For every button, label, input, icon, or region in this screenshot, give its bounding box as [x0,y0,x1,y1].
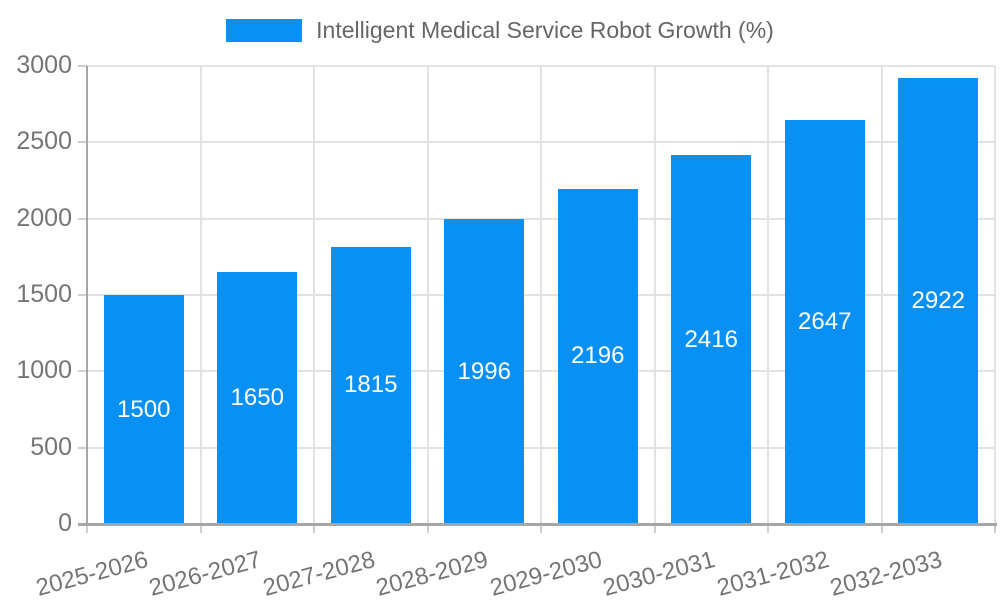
bar [557,188,638,524]
x-tick-mark [426,524,429,533]
x-grid-line [767,66,769,524]
y-tick-mark [78,217,87,220]
bar-value-label: 1815 [344,371,398,399]
bar [330,246,411,524]
y-tick-mark [78,65,87,67]
bar [784,119,865,524]
bar-value-label: 2922 [911,286,965,314]
legend-label: Intelligent Medical Service Robot Growth… [316,17,774,43]
y-tick-label: 2000 [16,203,72,232]
y-tick-mark [78,141,87,144]
bar-value-label: 2647 [798,307,852,335]
y-tick-mark [78,370,87,373]
x-grid-line [199,66,202,524]
bar-value-label: 1650 [230,384,284,412]
y-tick-label: 1500 [16,280,72,308]
legend-swatch [226,19,303,42]
x-grid-line [653,66,656,524]
chart-legend: Intelligent Medical Service Robot Growth… [0,17,1000,44]
y-tick-label: 1000 [16,356,72,385]
bar-value-label: 1996 [457,357,511,385]
bar-value-label: 2416 [684,325,738,353]
x-grid-line [540,66,542,524]
bar [898,77,979,524]
bar-value-label: 2196 [571,342,625,370]
x-grid-line [313,66,315,524]
x-tick-mark [994,524,996,533]
x-tick-mark [540,524,542,533]
y-tick-mark [78,446,87,449]
x-tick-mark [199,524,202,533]
bar [217,272,298,524]
bar-value-label: 1500 [117,395,171,423]
x-grid-line [994,66,996,524]
x-tick-mark [767,524,769,533]
y-tick-label: 500 [30,432,72,461]
y-axis-line [86,66,88,524]
y-tick-label: 0 [58,509,72,537]
y-tick-label: 3000 [16,51,72,79]
bar [671,155,752,524]
bar [444,219,525,524]
x-grid-line [880,66,883,524]
bar [103,295,184,524]
y-tick-label: 2500 [16,127,72,156]
x-axis-line [78,523,997,526]
x-tick-mark [313,524,315,533]
x-grid-line [426,66,429,524]
x-tick-mark [880,524,883,533]
x-tick-mark [653,524,656,533]
y-tick-mark [78,294,87,296]
x-tick-mark [86,524,88,533]
